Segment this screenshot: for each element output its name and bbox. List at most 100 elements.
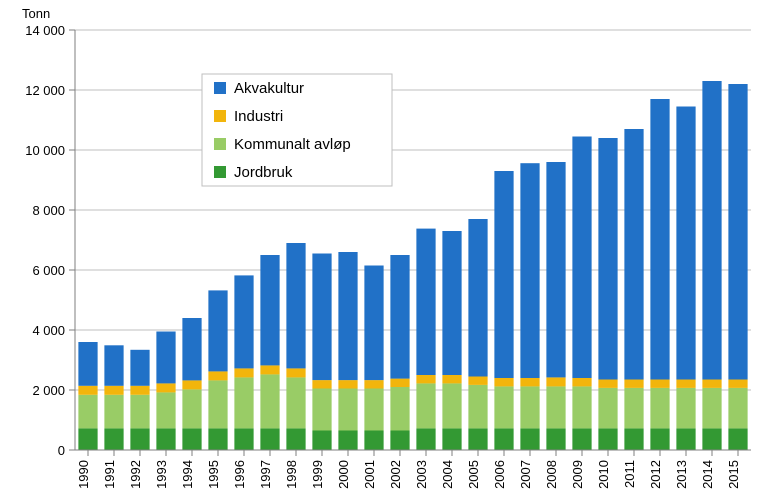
x-tick-label: 2004 (440, 460, 455, 489)
bar-segment (572, 428, 591, 450)
bar-segment (156, 428, 175, 450)
bar-segment (260, 255, 279, 365)
bar-segment (390, 387, 409, 431)
x-tick-label: 2013 (674, 460, 689, 489)
bar-segment (598, 388, 617, 429)
bar-segment (546, 428, 565, 450)
bar-segment (676, 107, 695, 380)
bar-segment (390, 255, 409, 379)
bar-segment (728, 84, 747, 380)
bar-segment (494, 386, 513, 428)
x-tick-label: 1997 (258, 460, 273, 489)
y-tick-label: 6 000 (32, 263, 65, 278)
bar-segment (390, 379, 409, 387)
bar-segment (338, 389, 357, 431)
bar-segment (130, 428, 149, 450)
bar-segment (650, 380, 669, 388)
legend-label: Akvakultur (234, 80, 304, 97)
bar-segment (624, 428, 643, 450)
x-tick-label: 1990 (76, 460, 91, 489)
x-tick-label: 1999 (310, 460, 325, 489)
bar-segment (676, 428, 695, 450)
bar-segment (494, 171, 513, 378)
bar-segment (104, 428, 123, 450)
bar-segment (130, 395, 149, 429)
bar-segment (208, 380, 227, 428)
bar-segment (650, 428, 669, 450)
bar-segment (468, 428, 487, 450)
bar-segment (182, 380, 201, 389)
bar-segment (702, 428, 721, 450)
bar-segment (442, 428, 461, 450)
bar-segment (208, 371, 227, 380)
x-tick-label: 1993 (154, 460, 169, 489)
x-tick-label: 2012 (648, 460, 663, 489)
bar-segment (260, 428, 279, 450)
legend-swatch (214, 110, 226, 122)
bar-segment (234, 368, 253, 377)
bar-segment (468, 385, 487, 429)
x-tick-label: 1996 (232, 460, 247, 489)
bar-segment (364, 389, 383, 431)
bar-segment (702, 380, 721, 388)
x-tick-label: 2007 (518, 460, 533, 489)
bar-segment (546, 377, 565, 386)
bar-segment (728, 388, 747, 429)
bar-segment (494, 428, 513, 450)
bar-segment (572, 137, 591, 379)
bar-segment (728, 380, 747, 388)
legend-swatch (214, 82, 226, 94)
bar-segment (572, 378, 591, 386)
bar-segment (78, 395, 97, 429)
bar-segment (260, 365, 279, 374)
bar-segment (442, 375, 461, 383)
x-tick-label: 1991 (102, 460, 117, 489)
bar-segment (208, 290, 227, 371)
x-tick-label: 2002 (388, 460, 403, 489)
bar-segment (416, 375, 435, 383)
bar-segment (598, 380, 617, 388)
bar-segment (78, 386, 97, 395)
bar-segment (416, 383, 435, 428)
bar-segment (156, 392, 175, 428)
x-tick-label: 2001 (362, 460, 377, 489)
bar-segment (234, 428, 253, 450)
bar-segment (598, 428, 617, 450)
bar-segment (286, 428, 305, 450)
bar-segment (442, 231, 461, 375)
bar-segment (598, 138, 617, 380)
x-tick-label: 1998 (284, 460, 299, 489)
x-tick-label: 2009 (570, 460, 585, 489)
bar-segment (442, 383, 461, 428)
bar-segment (390, 431, 409, 451)
y-tick-label: 0 (58, 443, 65, 458)
bar-segment (104, 395, 123, 429)
bar-segment (546, 386, 565, 428)
bar-segment (494, 378, 513, 386)
bar-segment (416, 428, 435, 450)
y-tick-label: 8 000 (32, 203, 65, 218)
legend-swatch (214, 138, 226, 150)
bar-segment (702, 388, 721, 429)
bar-segment (312, 254, 331, 381)
bar-segment (650, 388, 669, 429)
bar-segment (286, 377, 305, 428)
x-tick-label: 2015 (726, 460, 741, 489)
bar-segment (312, 431, 331, 451)
bar-segment (676, 380, 695, 388)
x-tick-label: 2000 (336, 460, 351, 489)
bar-segment (546, 162, 565, 377)
legend-label: Industri (234, 108, 283, 125)
bar-segment (78, 428, 97, 450)
bar-segment (78, 342, 97, 386)
bar-segment (624, 380, 643, 388)
bar-segment (286, 368, 305, 377)
x-tick-label: 2006 (492, 460, 507, 489)
x-tick-label: 1992 (128, 460, 143, 489)
x-tick-label: 2010 (596, 460, 611, 489)
bar-segment (520, 163, 539, 378)
bar-segment (130, 386, 149, 395)
bar-segment (286, 243, 305, 368)
bar-segment (156, 332, 175, 384)
bar-segment (624, 388, 643, 429)
